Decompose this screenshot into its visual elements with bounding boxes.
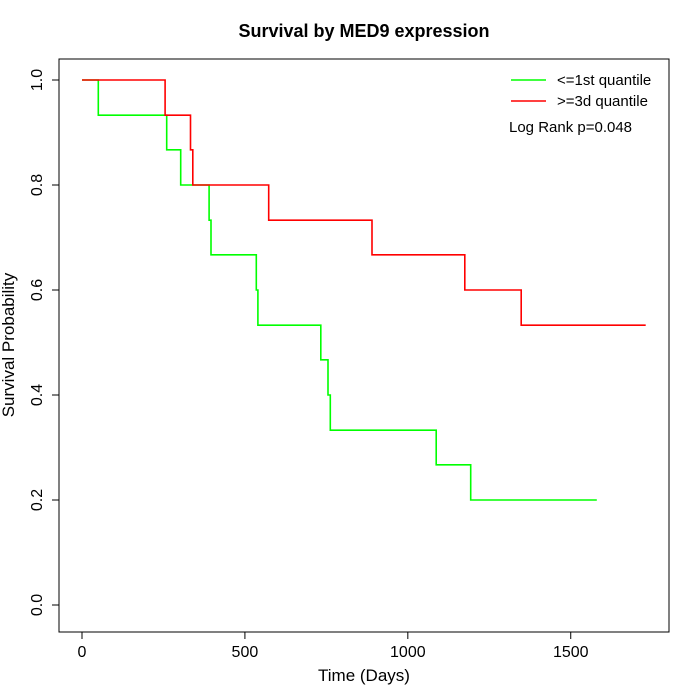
legend-label: >=3d quantile xyxy=(557,93,648,110)
legend-label: <=1st quantile xyxy=(557,72,651,89)
legend: <=1st quantile >=3d quantile xyxy=(511,72,651,110)
y-tick-label: 1.0 xyxy=(29,69,46,91)
y-tick-label: 0.8 xyxy=(29,174,46,196)
plot-frame xyxy=(58,58,670,633)
series-layer xyxy=(82,79,646,501)
y-tick-label: 0.6 xyxy=(29,279,46,301)
series-line-1 xyxy=(82,79,597,501)
x-axis: 0 500 1000 1500 xyxy=(78,632,589,661)
x-tick-label: 0 xyxy=(78,644,87,661)
x-tick-label: 1500 xyxy=(553,644,589,661)
y-tick-label: 0.0 xyxy=(29,594,46,616)
series-line-2 xyxy=(82,79,646,327)
chart-title: Survival by MED9 expression xyxy=(238,21,489,41)
x-tick-label: 500 xyxy=(232,644,259,661)
y-axis: 0.0 0.2 0.4 0.6 0.8 1.0 xyxy=(29,69,59,616)
y-tick-label: 0.4 xyxy=(29,384,46,406)
y-axis-label: Survival Probability xyxy=(0,272,18,417)
log-rank-annotation: Log Rank p=0.048 xyxy=(509,119,632,136)
y-tick-label: 0.2 xyxy=(29,489,46,511)
x-axis-label: Time (Days) xyxy=(318,666,410,685)
x-tick-label: 1000 xyxy=(390,644,426,661)
